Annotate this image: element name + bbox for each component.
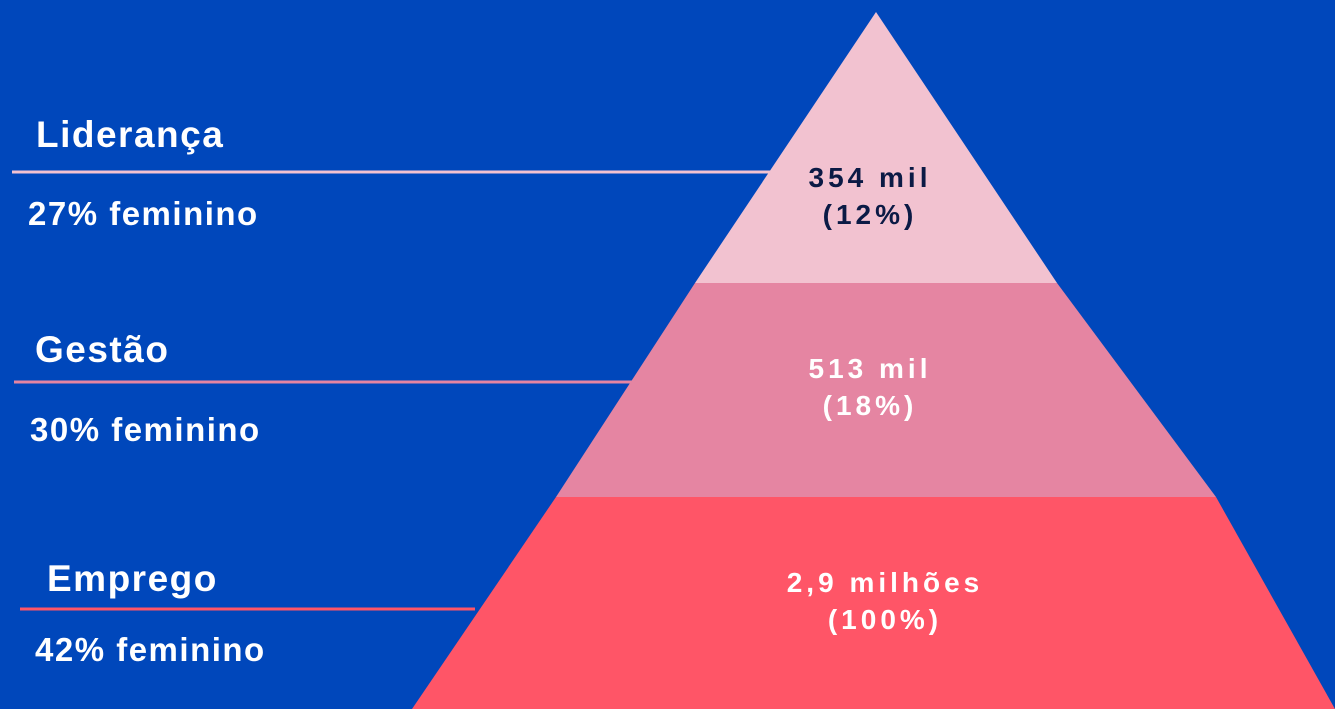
tier-percent-gestao: (18%): [822, 390, 918, 421]
level-share-gestao: 30% feminino: [30, 411, 261, 448]
level-share-emprego: 42% feminino: [35, 631, 266, 668]
pyramid-tier-middle: [556, 283, 1216, 497]
level-title-lideranca: Liderança: [36, 114, 225, 155]
tier-value-gestao: 513 mil (18%): [690, 350, 1050, 424]
tier-count-emprego: 2,9 milhões: [786, 567, 984, 598]
tier-value-emprego: 2,9 milhões (100%): [705, 564, 1065, 638]
tier-percent-lideranca: (12%): [822, 199, 918, 230]
tier-count-lideranca: 354 mil: [808, 162, 932, 193]
level-share-lideranca: 27% feminino: [28, 195, 259, 232]
level-title-gestao: Gestão: [35, 329, 170, 370]
pyramid-tier-bottom: [412, 497, 1335, 709]
tier-percent-emprego: (100%): [827, 604, 943, 635]
tier-count-gestao: 513 mil: [808, 353, 932, 384]
tier-value-lideranca: 354 mil (12%): [690, 159, 1050, 233]
pyramid-tier-top: [695, 12, 1057, 283]
level-title-emprego: Emprego: [47, 558, 218, 599]
